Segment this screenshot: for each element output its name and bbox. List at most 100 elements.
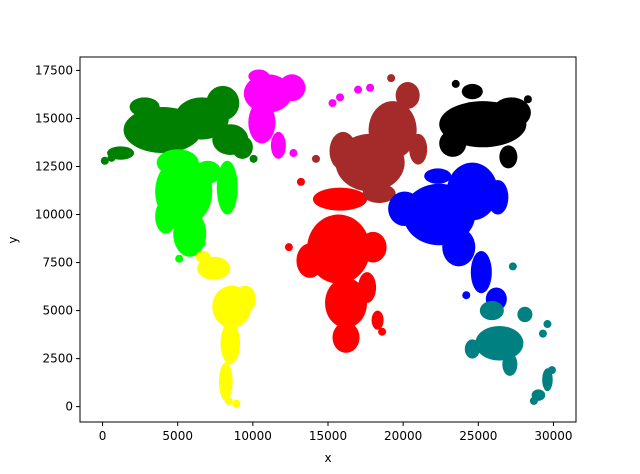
scatter-point xyxy=(224,396,233,405)
scatter-cluster xyxy=(461,83,483,100)
series-4 xyxy=(284,177,387,353)
y-axis-label: y xyxy=(6,236,20,243)
y-tick-label: 5000 xyxy=(42,304,73,318)
series-0 xyxy=(100,85,258,165)
scatter-point xyxy=(100,156,109,165)
scatter-cluster xyxy=(371,310,384,330)
scatter-point xyxy=(328,99,337,108)
plot-area xyxy=(100,69,556,408)
x-tick-label: 25000 xyxy=(459,429,497,443)
scatter-cluster xyxy=(278,74,306,102)
scatter-cluster xyxy=(155,199,177,234)
scatter-cluster xyxy=(231,135,253,159)
scatter-cluster xyxy=(220,322,241,365)
x-tick-label: 10000 xyxy=(234,429,272,443)
scatter-cluster xyxy=(129,97,160,117)
scatter-cluster xyxy=(479,300,504,321)
scatter-cluster xyxy=(206,85,240,121)
scatter-cluster xyxy=(270,131,286,159)
scatter-point xyxy=(529,396,538,405)
scatter-cluster xyxy=(216,160,238,215)
scatter-cluster xyxy=(502,352,518,376)
scatter-point xyxy=(543,320,552,329)
y-tick-label: 10000 xyxy=(35,208,73,222)
y-tick-label: 15000 xyxy=(35,111,73,125)
y-tick-label: 7500 xyxy=(42,256,73,270)
series-5 xyxy=(311,74,428,203)
y-tick-label: 17500 xyxy=(35,63,73,77)
scatter-point xyxy=(387,74,396,83)
series-7 xyxy=(388,162,509,315)
y-tick-label: 0 xyxy=(65,400,73,414)
scatter-point xyxy=(523,95,532,104)
scatter-point xyxy=(289,149,298,158)
scatter-point xyxy=(249,154,258,163)
scatter-cluster xyxy=(475,325,524,361)
scatter-point xyxy=(296,177,305,186)
scatter-point xyxy=(378,327,387,336)
scatter-cluster xyxy=(332,322,360,353)
scatter-cluster xyxy=(388,191,422,227)
scatter-cluster xyxy=(542,368,553,392)
scatter-cluster xyxy=(439,130,467,157)
scatter-cluster xyxy=(312,187,368,211)
scatter-cluster xyxy=(368,101,417,159)
scatter-cluster xyxy=(156,149,199,177)
scatter-cluster xyxy=(442,227,476,267)
x-tick-label: 30000 xyxy=(534,429,572,443)
scatter-point xyxy=(508,262,517,271)
scatter-cluster xyxy=(491,97,531,129)
x-tick-label: 20000 xyxy=(384,429,422,443)
series-3 xyxy=(195,251,256,408)
scatter-cluster xyxy=(219,362,233,401)
scatter-cluster xyxy=(296,243,324,278)
scatter-cluster xyxy=(470,251,492,294)
scatter-point xyxy=(366,83,375,92)
scatter-cluster xyxy=(517,306,533,323)
scatter-point xyxy=(107,153,116,162)
scatter-cluster xyxy=(446,162,498,221)
scatter-point xyxy=(311,154,320,163)
y-tick-label: 2500 xyxy=(42,352,73,366)
scatter-point xyxy=(462,291,471,300)
scatter-cluster xyxy=(248,69,270,83)
scatter-point xyxy=(451,79,460,88)
scatter-cluster xyxy=(409,133,428,165)
scatter-cluster xyxy=(248,101,276,144)
scatter-cluster xyxy=(395,81,420,109)
scatter-point xyxy=(175,254,184,263)
scatter-cluster xyxy=(358,272,377,303)
scatter-cluster xyxy=(306,214,371,284)
x-tick-label: 15000 xyxy=(309,429,347,443)
x-tick-label: 0 xyxy=(99,429,107,443)
series-6 xyxy=(439,79,532,169)
y-axis: 0 2500 5000 7500 10000 12500 15000 17500 xyxy=(35,63,80,414)
scatter-point xyxy=(284,243,293,252)
scatter-point xyxy=(336,93,345,102)
scatter-cluster xyxy=(324,277,368,328)
x-axis: 0 5000 10000 15000 20000 25000 30000 xyxy=(99,422,573,443)
scatter-cluster xyxy=(197,256,231,280)
y-tick-label: 12500 xyxy=(35,160,73,174)
scatter-cluster xyxy=(359,231,387,263)
x-axis-label: x xyxy=(324,451,331,465)
scatter-cluster xyxy=(424,168,452,184)
scatter-cluster xyxy=(173,210,207,257)
scatter-cluster xyxy=(487,179,509,215)
scatter-cluster xyxy=(499,145,518,169)
scatter-point xyxy=(547,366,556,375)
scatter-cluster xyxy=(195,251,211,263)
scatter-cluster xyxy=(234,285,256,313)
series-2 xyxy=(155,149,238,263)
scatter-point xyxy=(354,85,363,94)
scatter-cluster xyxy=(194,160,222,184)
scatter-point xyxy=(232,399,241,408)
scatter-cluster xyxy=(362,183,396,203)
series-8 xyxy=(464,262,556,405)
scatter-cluster xyxy=(329,131,357,171)
scatter-point xyxy=(538,329,547,338)
scatter-point xyxy=(197,239,206,248)
series-1 xyxy=(243,69,375,159)
x-tick-label: 5000 xyxy=(162,429,193,443)
